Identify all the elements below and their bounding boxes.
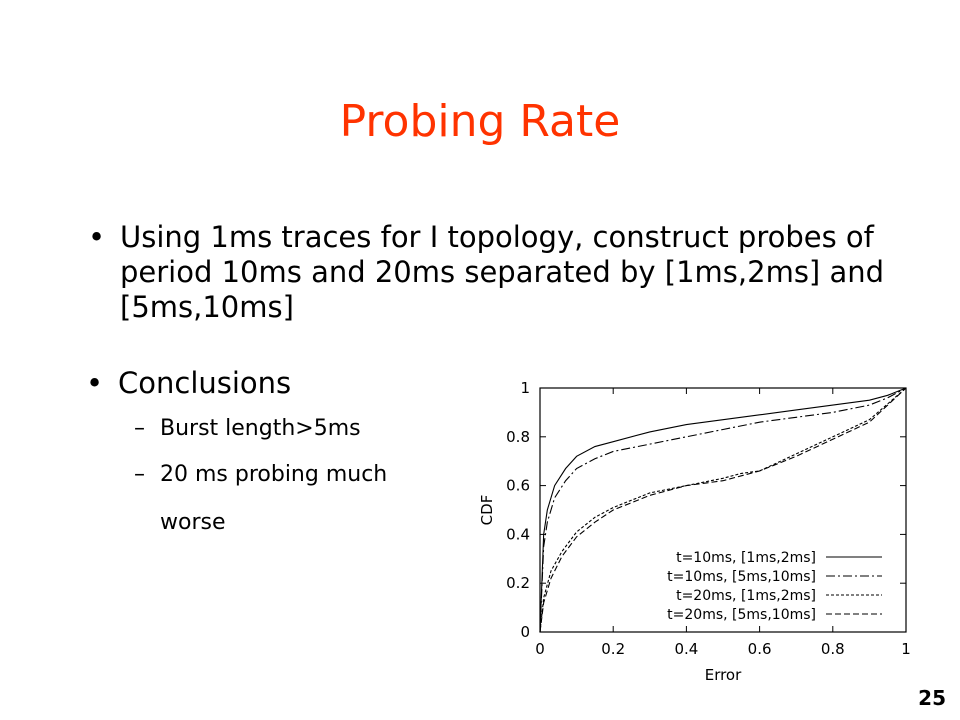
bullet-dot-icon: • — [86, 366, 104, 400]
bullet-item: • Using 1ms traces for I topology, const… — [88, 220, 888, 325]
series-line-4 — [539, 387, 907, 633]
dash-icon: – — [134, 416, 145, 441]
y-tick-label: 0.8 — [506, 428, 530, 446]
sub-bullet-item: – Burst length>5ms — [134, 416, 361, 441]
sub-bullet-text: Burst length>5ms — [160, 416, 361, 441]
legend-label: t=20ms, [1ms,2ms] — [676, 588, 816, 604]
x-axis-label: Error — [705, 666, 742, 684]
y-tick-label: 0.6 — [506, 477, 530, 495]
bullet-text: Using 1ms traces for I topology, constru… — [120, 220, 885, 324]
y-tick-label: 1 — [520, 379, 530, 397]
cdf-chart: 0 0.2 0.4 0.6 0.8 1 0 0.2 0.4 0.6 0.8 1 Error CDF t=10… — [478, 379, 911, 684]
series-line-3 — [539, 387, 907, 633]
sub-bullet-text: 20 ms probing much — [160, 462, 388, 487]
bullet-item-conclusions: • Conclusions — [86, 366, 292, 400]
bullet-text: Conclusions — [118, 366, 292, 400]
page-number: 25 — [918, 686, 946, 710]
plot-frame — [539, 387, 907, 633]
slide-title: Probing Rate — [339, 96, 621, 147]
sub-bullet-item: – 20 ms probing much — [134, 462, 388, 487]
x-tick-label: 0.8 — [821, 640, 845, 658]
x-tick-label: 1 — [901, 640, 911, 658]
bullet-dot-icon: • — [88, 220, 106, 254]
y-tick-label: 0.2 — [506, 574, 530, 592]
series-line-1 — [539, 387, 907, 633]
x-tick-label: 0.6 — [748, 640, 772, 658]
x-tick-label: 0.2 — [601, 640, 625, 658]
dash-icon: – — [134, 462, 145, 487]
legend-label: t=10ms, [1ms,2ms] — [676, 550, 816, 566]
y-tick-label: 0.4 — [506, 525, 530, 543]
y-tick-label: 0 — [520, 623, 530, 641]
legend-label: t=20ms, [5ms,10ms] — [667, 607, 816, 623]
series-line-2 — [539, 387, 907, 633]
sub-bullet-continuation: worse — [160, 510, 226, 535]
y-axis-label: CDF — [478, 495, 496, 526]
x-tick-label: 0.4 — [674, 640, 698, 658]
x-tick-label: 0 — [535, 640, 545, 658]
bullet-list: • Using 1ms traces for I topology, const… — [88, 220, 888, 325]
legend-label: t=10ms, [5ms,10ms] — [667, 569, 816, 585]
